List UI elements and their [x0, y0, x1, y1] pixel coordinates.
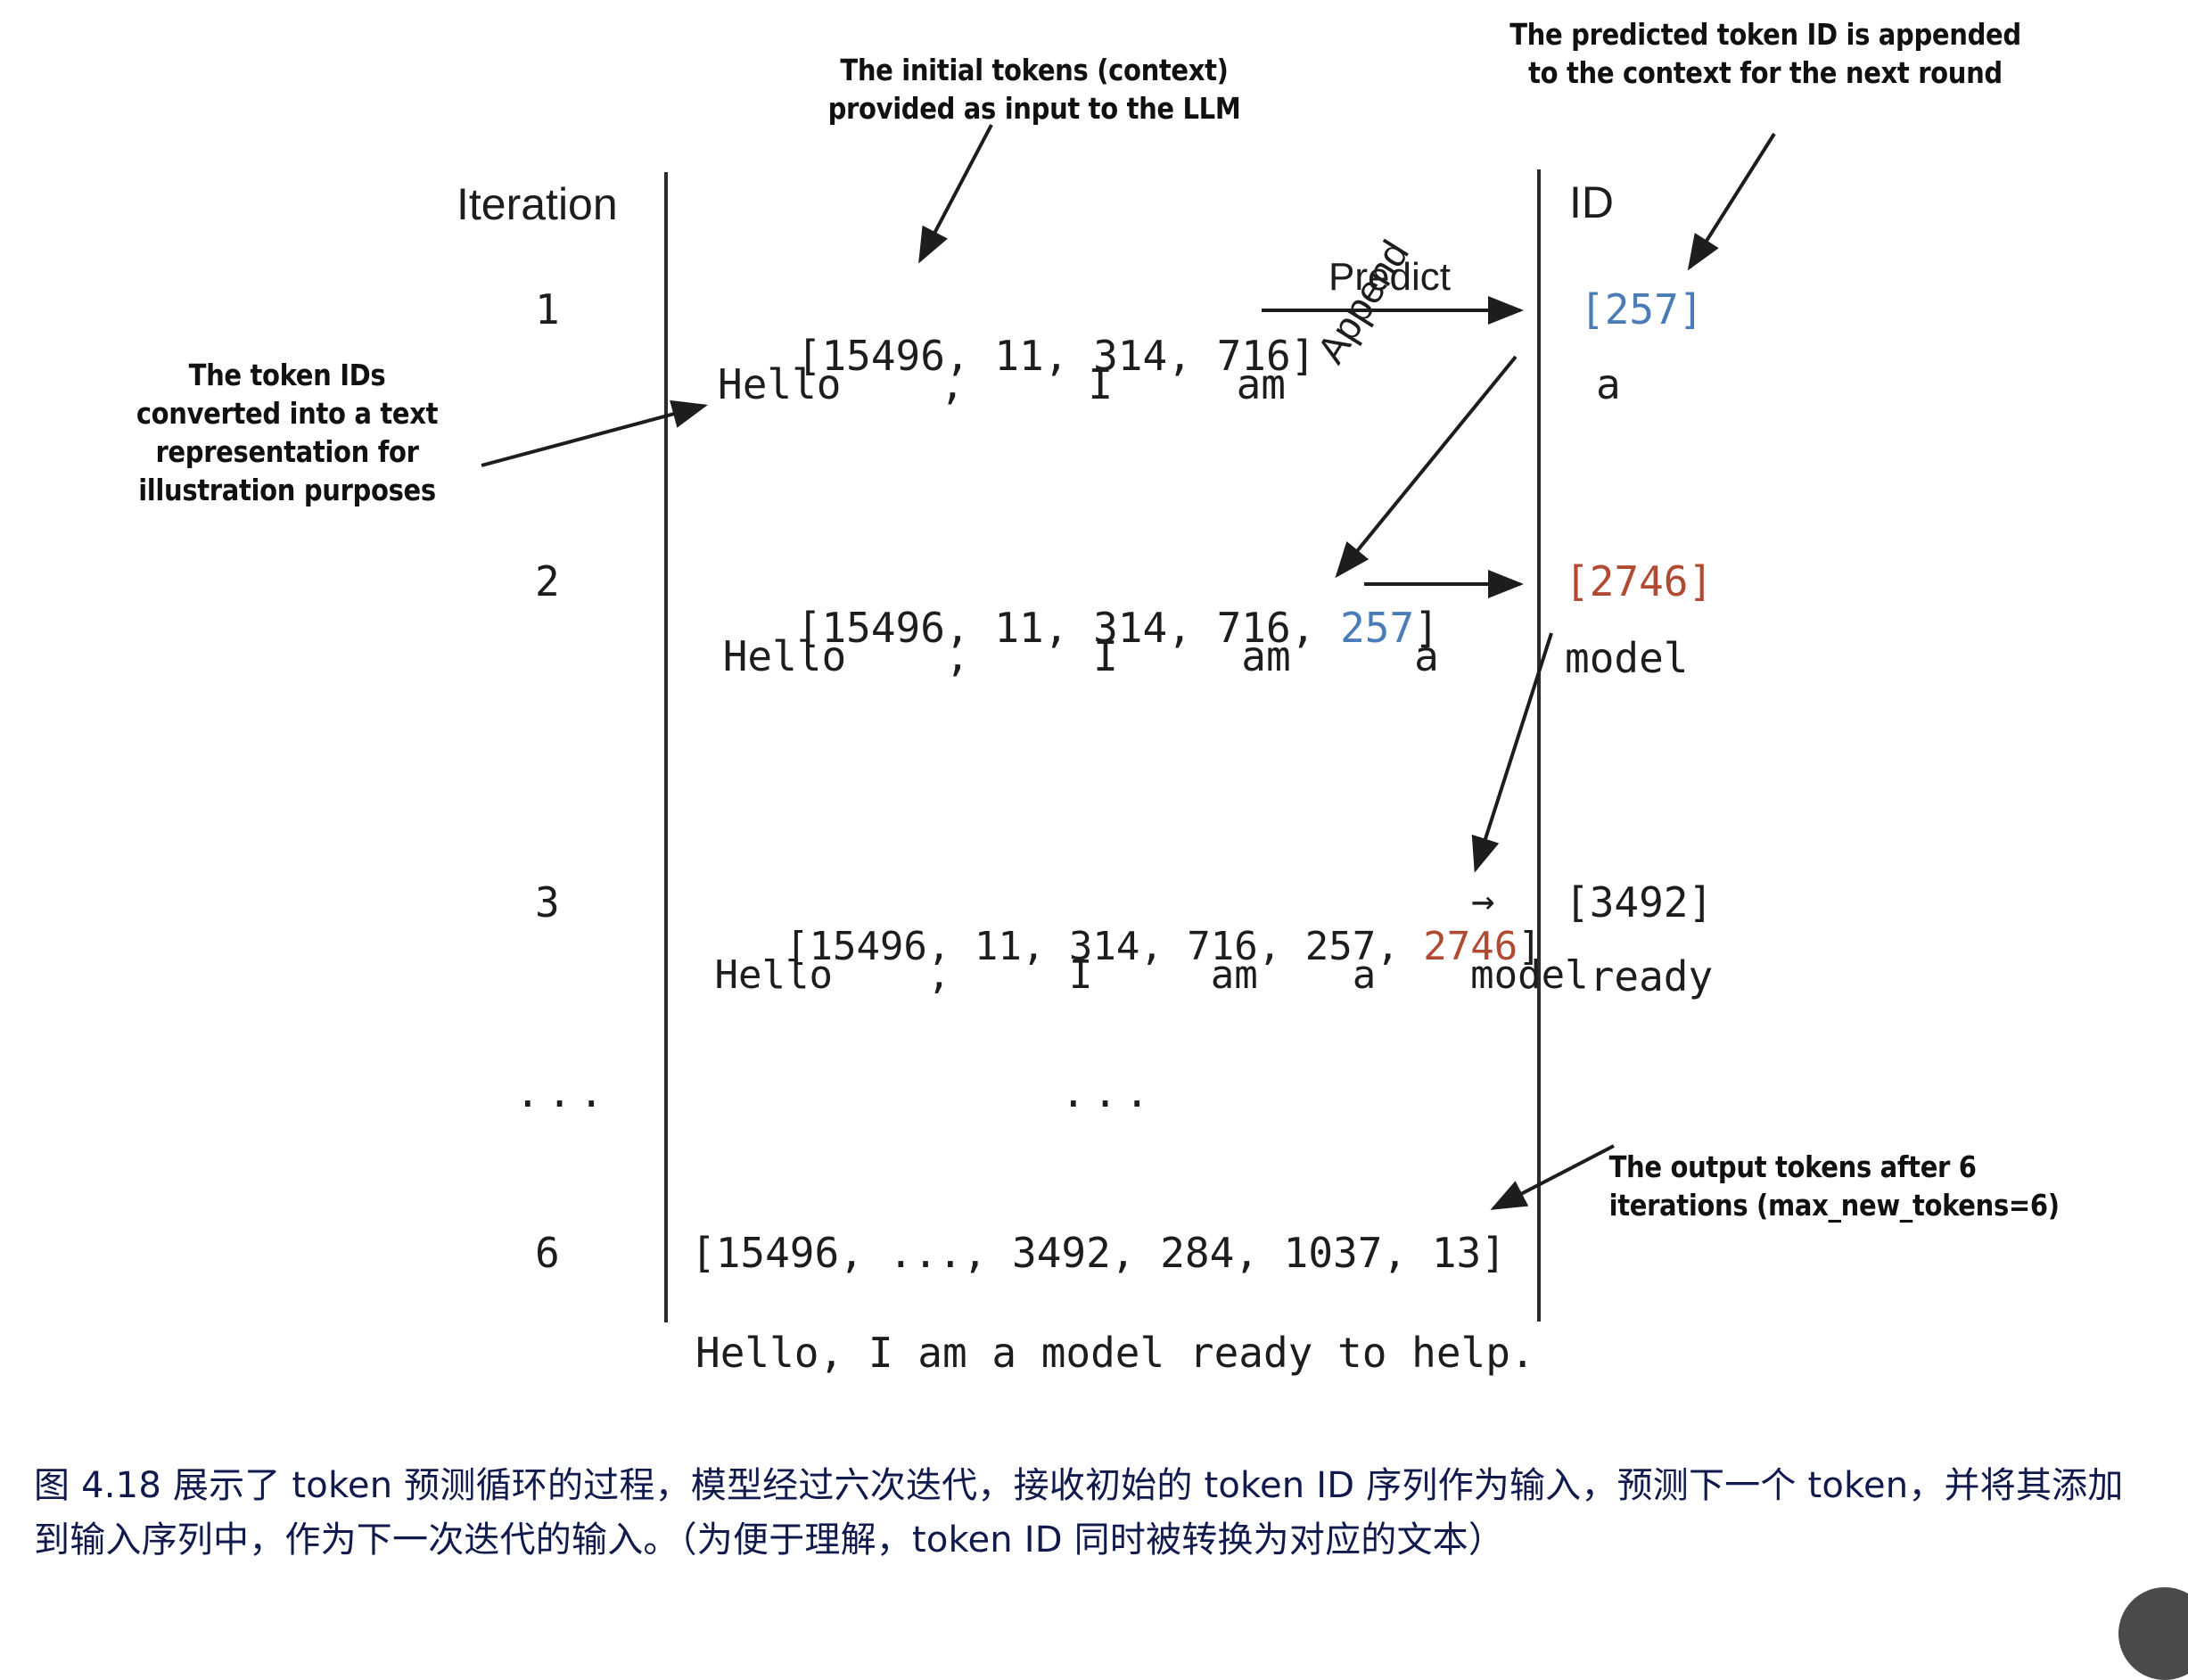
id-column-header: ID — [1569, 177, 1614, 227]
row-1-token-text: Hello , I am — [718, 360, 1286, 408]
row-3-token-ids: [15496, 11, 314, 716, 257, 2746] — [691, 878, 1542, 1015]
leader-initial-tokens — [918, 124, 993, 264]
row-3-ids-suffix: ] — [1518, 924, 1542, 969]
page-number-badge — [2118, 1587, 2188, 1680]
append-arrow — [1335, 355, 1518, 579]
annotation-output-tokens: The output tokens after 6 iterations (ma… — [1608, 1149, 2060, 1223]
row-2-ids-appended: 257 — [1340, 604, 1415, 652]
token-prediction-loop-figure: The initial tokens (context) provided as… — [136, 17, 2060, 1377]
row-3-iteration-number: 3 — [535, 878, 560, 926]
row-3-token-text: Hello , I am a model — [691, 952, 1589, 998]
append-arrow-label: Append — [1309, 233, 1418, 371]
row-3-output-text: ready — [1565, 952, 1714, 1001]
leader-predicted-token — [1687, 132, 1776, 271]
row-6-token-ids: [15496, ..., 3492, 284, 1037, 13] — [691, 1229, 1506, 1277]
row-1-iteration-number: 1 — [535, 285, 560, 334]
ellipsis-iteration: ... — [515, 1068, 612, 1116]
row-2-token-ids: [15496, 11, 314, 716, 257] — [698, 556, 1439, 700]
figure-caption: 图 4.18 展示了 token 预测循环的过程，模型经过六次迭代，接收初始的 … — [34, 1465, 2124, 1561]
row-3-output-id: [3492] — [1565, 878, 1714, 926]
row-6-iteration-number: 6 — [535, 1229, 560, 1277]
row-2-iteration-number: 2 — [535, 557, 560, 605]
ellipsis-token-ids: ... — [1061, 1068, 1157, 1116]
leader-output-tokens — [1490, 1144, 1615, 1210]
row-3-ids-prefix: [15496, 11, 314, 716, 257, — [785, 924, 1424, 969]
annotation-token-ids-converted: The token IDs converted into a text repr… — [136, 358, 439, 507]
annotation-initial-tokens: The initial tokens (context) provided as… — [827, 53, 1241, 126]
row-2-output-text: model — [1565, 634, 1689, 682]
row-3-ids-appended: 2746 — [1423, 924, 1518, 969]
row-3-predict-arrow-glyph: → — [1471, 878, 1495, 924]
row-2-ids-suffix: ] — [1414, 604, 1439, 652]
id-column-divider — [1537, 169, 1541, 1322]
row-2-ids-prefix: [15496, 11, 314, 716, — [796, 604, 1341, 652]
predict-arrow-label: Predict — [1328, 255, 1451, 299]
row-6-token-text: Hello, I am a model ready to help. — [695, 1329, 1535, 1377]
row-2-token-text: Hello , I am a — [698, 632, 1439, 680]
row-2-output-id: [2746] — [1565, 557, 1714, 605]
iteration-column-divider — [664, 172, 668, 1322]
row-1-output-id: [257] — [1580, 285, 1704, 334]
leader-token-ids-converted — [481, 399, 708, 467]
row-1-token-ids: [15496, 11, 314, 716] — [698, 284, 1316, 428]
iteration-column-header: Iteration — [457, 179, 618, 229]
row-1-ids-prefix: [15496, 11, 314, 716] — [796, 332, 1316, 380]
annotation-predicted-token-appended: The predicted token ID is appended to th… — [1509, 17, 2021, 90]
row-1-output-text: a — [1596, 360, 1621, 408]
